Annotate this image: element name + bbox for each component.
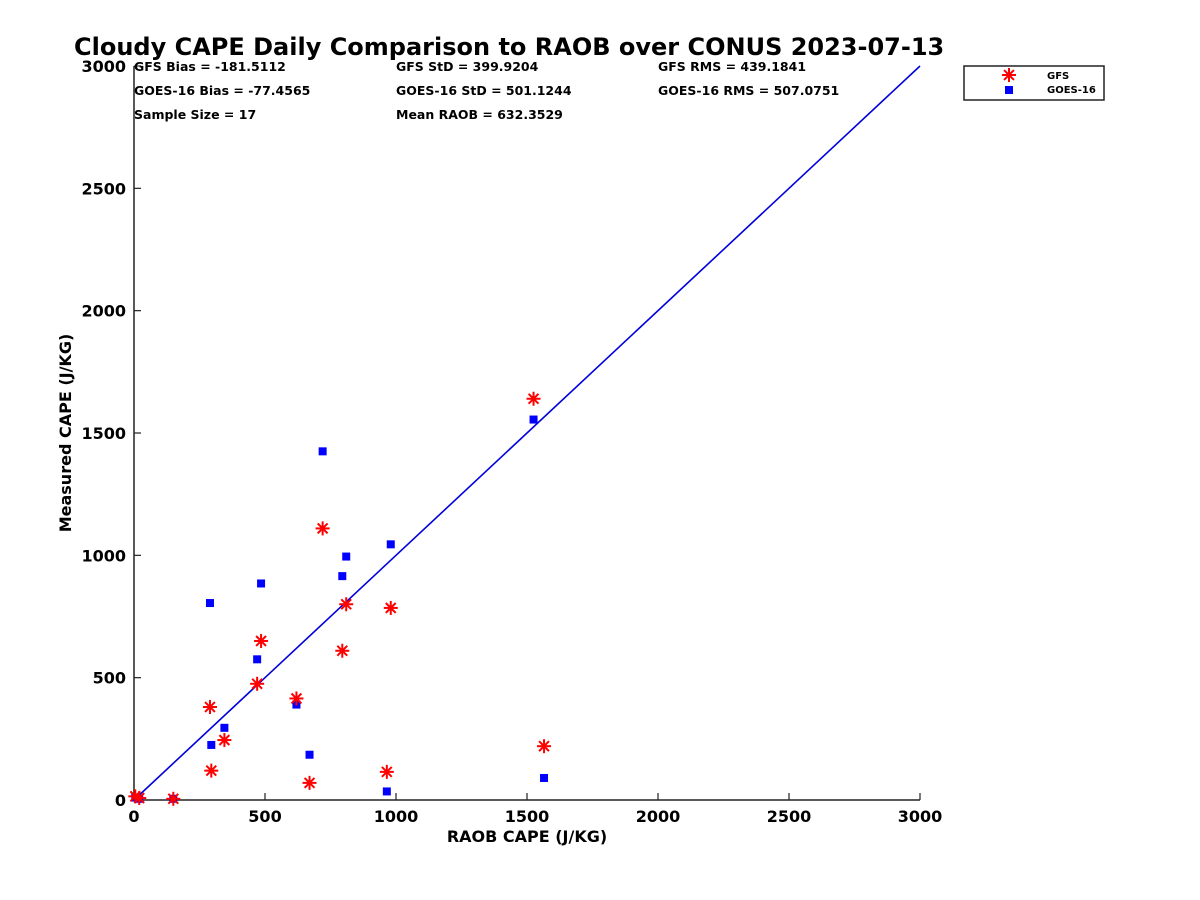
goes16-point: [540, 773, 549, 782]
y-tick-label: 0: [115, 791, 126, 810]
gfs-point: [526, 391, 541, 406]
x-tick-label: 1000: [374, 807, 419, 826]
legend-gfs-marker: [1002, 68, 1016, 82]
x-tick-label: 0: [128, 807, 139, 826]
gfs-point: [250, 676, 265, 691]
y-tick-label: 1000: [81, 546, 126, 565]
goes16-point: [318, 447, 327, 456]
x-tick-label: 2000: [636, 807, 681, 826]
stats-block: GFS Bias = -181.5112 GFS StD = 399.9204 GF…: [134, 59, 839, 122]
goes16-point: [305, 750, 314, 759]
goes16-point: [257, 579, 266, 588]
legend-label-gfs: GFS: [1047, 71, 1069, 82]
x-tick-label: 3000: [898, 807, 943, 826]
gfs-point: [254, 633, 269, 648]
gfs-point: [289, 691, 304, 706]
goes16-point: [253, 655, 262, 664]
y-tick-label: 1500: [81, 424, 126, 443]
stat-text: GOES-16 Bias = -77.4565: [134, 83, 310, 98]
x-tick-label: 2500: [767, 807, 812, 826]
goes16-point: [338, 572, 347, 581]
x-tick-label: 500: [248, 807, 281, 826]
goes16-point: [386, 540, 395, 549]
gfs-point: [166, 791, 181, 806]
chart-title: Cloudy CAPE Daily Comparison to RAOB ove…: [74, 33, 944, 61]
gfs-point: [335, 643, 350, 658]
stat-text: GOES-16 RMS = 507.0751: [658, 83, 839, 98]
gfs-point: [339, 597, 354, 612]
stat-text: GOES-16 StD = 501.1244: [396, 83, 572, 98]
stat-text: Mean RAOB = 632.3529: [396, 107, 563, 122]
goes16-point: [207, 740, 216, 749]
y-tick-label: 3000: [81, 57, 126, 76]
y-tick-label: 2000: [81, 302, 126, 321]
axes: 0 500 1000 1500 2000 2500 3000 0 500 1000 1500 2000…: [81, 57, 942, 826]
goes16-point: [220, 723, 229, 732]
gfs-point: [204, 763, 219, 778]
y-tick-label: 2500: [81, 179, 126, 198]
gfs-point: [202, 700, 217, 715]
stat-text: GFS RMS = 439.1841: [658, 59, 806, 74]
legend: GFS GOES-16: [963, 65, 1105, 101]
gfs-point: [383, 600, 398, 615]
goes16-point: [205, 599, 214, 608]
stat-text: GFS StD = 399.9204: [396, 59, 539, 74]
goes16-point: [342, 552, 351, 561]
legend-box: [963, 65, 1105, 101]
gfs-point: [302, 775, 317, 790]
y-axis-label: Measured CAPE (J/KG): [56, 334, 75, 533]
legend-goes16-marker: [1005, 86, 1013, 94]
data-marks: [128, 65, 921, 806]
gfs-point: [315, 521, 330, 536]
stat-text: Sample Size = 17: [134, 107, 256, 122]
goes16-point: [529, 415, 538, 424]
gfs-point: [379, 764, 394, 779]
y-tick-label: 500: [93, 669, 126, 688]
stat-text: GFS Bias = -181.5112: [134, 59, 286, 74]
gfs-point: [537, 739, 552, 754]
goes16-point: [382, 787, 391, 796]
legend-label-goes16: GOES-16: [1047, 85, 1096, 96]
x-axis-label: RAOB CAPE (J/KG): [447, 827, 607, 846]
x-tick-label: 1500: [505, 807, 550, 826]
gfs-point: [217, 733, 232, 748]
gfs-point: [132, 791, 147, 806]
one-to-one-line: [133, 65, 921, 801]
